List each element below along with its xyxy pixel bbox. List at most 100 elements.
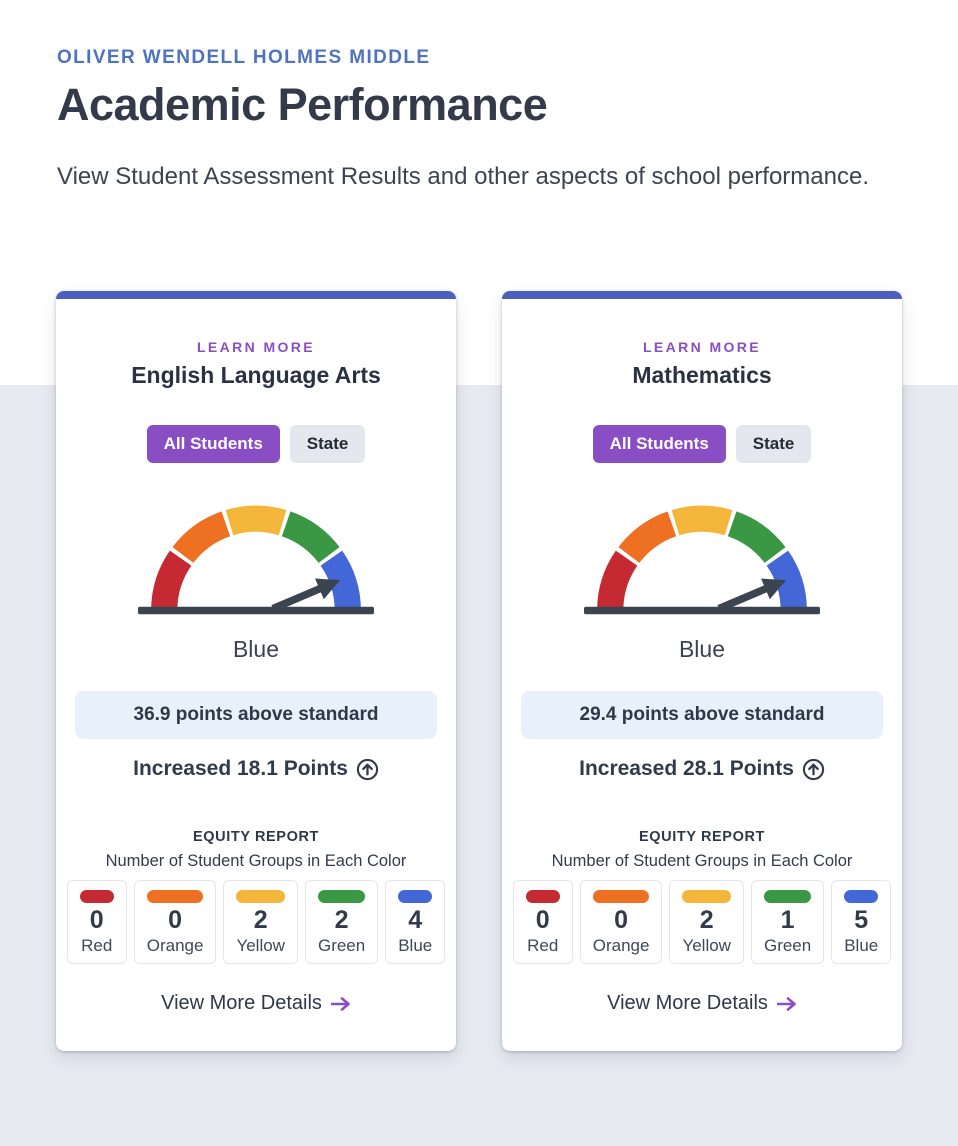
gauge-segment-red [151,550,192,611]
population-toggle: All Students State [146,425,366,463]
view-more-details-link[interactable]: View More Details [607,992,797,1015]
equity-count: 2 [253,906,268,934]
gauge-segment-orange [618,511,677,563]
gauge-baseline [137,606,375,615]
gauge-level-label: Blue [678,636,726,662]
gauge-needle [271,578,341,613]
equity-count: 2 [334,906,349,934]
equity-tile-blue: 5 Blue [831,880,892,964]
card-title: English Language Arts [131,362,381,388]
equity-count: 2 [699,906,714,934]
arrow-right-icon [776,996,796,1011]
equity-color-name: Orange [146,936,204,955]
equity-report: EQUITY REPORT Number of Student Groups i… [56,829,456,964]
equity-tile-green: 2 Green [304,880,379,964]
equity-subheading: Number of Student Groups in Each Color [551,852,853,870]
equity-tile-blue: 4 Blue [385,880,446,964]
view-more-details-link[interactable]: View More Details [161,992,351,1015]
card-accent-bar [502,291,902,299]
equity-report: EQUITY REPORT Number of Student Groups i… [502,829,902,964]
orange-color-pill [592,890,650,903]
equity-tile-green: 1 Green [750,880,825,964]
equity-tile-yellow: 2 Yellow [223,880,298,964]
equity-count: 0 [89,906,104,934]
state-button[interactable]: State [289,425,366,463]
arrow-right-icon [330,996,350,1011]
gauge-segment-yellow [671,505,733,536]
subject-cards-row: LEARN MORE English Language Arts All Stu… [56,291,902,1051]
equity-count: 0 [168,906,183,934]
arrow-up-circle-icon [356,758,379,780]
page-header: OLIVER WENDELL HOLMES MIDDLE Academic Pe… [0,0,958,201]
equity-heading: EQUITY REPORT [193,829,319,845]
card-accent-bar [56,291,456,299]
blue-color-pill [844,890,879,903]
gauge-svg [137,505,375,615]
equity-tile-yellow: 2 Yellow [669,880,744,964]
equity-color-name: Red [81,936,113,955]
view-more-details-label: View More Details [161,992,322,1014]
equity-tiles: 0 Red 0 Orange 2 Yellow [56,880,456,964]
gauge-needle [717,578,787,613]
yellow-color-pill [236,890,285,903]
card-title: Mathematics [632,362,772,388]
equity-tiles: 0 Red 0 Orange 2 Yellow [502,880,902,964]
page-title: Academic Performance [57,79,548,130]
equity-count: 5 [854,906,869,934]
equity-heading: EQUITY REPORT [639,829,765,845]
equity-color-name: Green [317,936,366,955]
gauge-segment-green [727,511,786,563]
population-toggle: All Students State [592,425,812,463]
points-badge: 36.9 points above standard [75,691,437,739]
all-students-button[interactable]: All Students [592,425,726,463]
equity-color-name: Orange [592,936,650,955]
gauge-segment-blue [766,550,807,611]
arrow-up-circle-icon [802,758,825,780]
equity-tile-orange: 0 Orange [579,880,663,964]
equity-tile-red: 0 Red [512,880,573,964]
equity-color-name: Blue [398,936,433,955]
performance-gauge [134,485,378,618]
performance-gauge [580,485,824,618]
equity-color-name: Green [763,936,812,955]
equity-count: 0 [535,906,550,934]
school-name: OLIVER WENDELL HOLMES MIDDLE [57,47,431,68]
orange-color-pill [146,890,204,903]
blue-color-pill [398,890,433,903]
learn-more-link[interactable]: LEARN MORE [196,339,316,355]
change-text: Increased 28.1 Points [579,757,794,780]
equity-tile-red: 0 Red [66,880,127,964]
learn-more-link[interactable]: LEARN MORE [642,339,762,355]
gauge-segment-red [597,550,638,611]
points-badge: 29.4 points above standard [521,691,883,739]
equity-color-name: Red [527,936,559,955]
equity-color-name: Yellow [682,936,731,955]
all-students-button[interactable]: All Students [146,425,280,463]
equity-count: 4 [408,906,423,934]
gauge-segment-orange [172,511,231,563]
equity-count: 0 [614,906,629,934]
yellow-color-pill [682,890,731,903]
green-color-pill [317,890,366,903]
change-text: Increased 18.1 Points [133,757,348,780]
red-color-pill [79,890,114,903]
equity-tile-orange: 0 Orange [133,880,217,964]
green-color-pill [763,890,812,903]
view-more-details-label: View More Details [607,992,768,1014]
equity-count: 1 [780,906,795,934]
state-button[interactable]: State [735,425,812,463]
change-indicator: Increased 18.1 Points [133,757,379,781]
change-indicator: Increased 28.1 Points [579,757,825,781]
equity-subheading: Number of Student Groups in Each Color [105,852,407,870]
page-subtitle: View Student Assessment Results and othe… [57,163,869,190]
equity-color-name: Yellow [236,936,285,955]
equity-color-name: Blue [844,936,879,955]
red-color-pill [525,890,560,903]
gauge-svg [583,505,821,615]
gauge-segment-yellow [225,505,287,536]
gauge-segment-green [281,511,340,563]
card-english-language-arts: LEARN MORE English Language Arts All Stu… [56,291,456,1051]
gauge-baseline [583,606,821,615]
card-mathematics: LEARN MORE Mathematics All Students Stat… [502,291,902,1051]
